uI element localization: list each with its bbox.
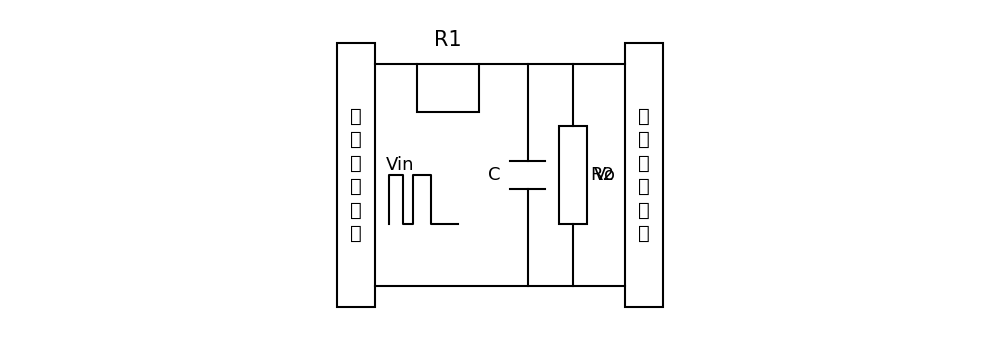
- Text: R1: R1: [434, 30, 462, 50]
- Bar: [559, 126, 587, 224]
- Text: C: C: [488, 166, 500, 184]
- Text: 脉
冲
产
生
单
元: 脉 冲 产 生 单 元: [350, 107, 362, 243]
- Bar: [417, 64, 479, 112]
- Bar: [625, 43, 663, 307]
- Text: Vo: Vo: [594, 166, 616, 184]
- Text: R2: R2: [590, 166, 614, 184]
- Text: 风
机
调
速
接
口: 风 机 调 速 接 口: [638, 107, 650, 243]
- Bar: [337, 43, 375, 307]
- Text: Vin: Vin: [385, 156, 414, 174]
